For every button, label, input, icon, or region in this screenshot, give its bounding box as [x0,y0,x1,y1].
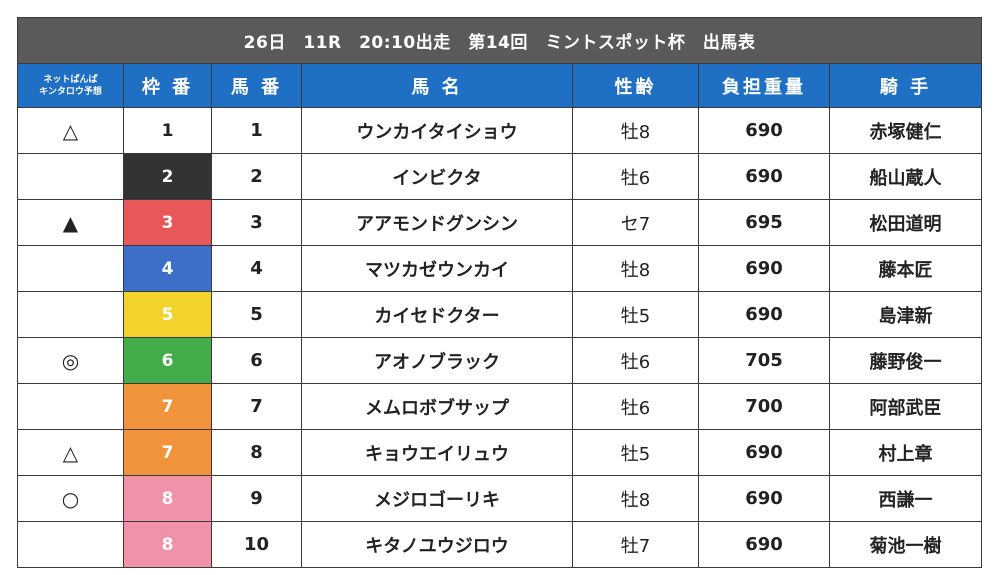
weight: 690 [698,429,830,476]
horse-name: ウンカイタイショウ [301,107,573,154]
table-row: △ 7 8 キョウエイリュウ 牡5 690 村上章 [17,429,983,476]
prediction-mark [17,291,124,338]
sex-age: 牡5 [572,429,699,476]
jockey-name: 藤野俊一 [828,337,983,384]
horse-number: 7 [211,383,302,430]
frame-number: 8 [123,521,212,568]
frame-number: 1 [123,107,212,154]
prediction-mark: ▲ [17,199,124,246]
frame-number: 2 [123,153,212,200]
frame-number: 8 [123,475,212,522]
horse-number: 5 [211,291,302,338]
weight: 690 [698,475,830,522]
header-sex-age: 性齢 [572,63,699,108]
prediction-mark [17,245,124,292]
jockey-name: 藤本匠 [828,245,983,292]
jockey-name: 菊池一樹 [828,521,983,568]
horse-name: キョウエイリュウ [301,429,573,476]
frame-number: 7 [123,429,212,476]
frame-number: 5 [123,291,212,338]
horse-number: 1 [211,107,302,154]
prediction-mark: ○ [17,475,124,522]
prediction-mark [17,521,124,568]
sex-age: 牡6 [572,153,699,200]
table-row: 8 10 キタノユウジロウ 牡7 690 菊池一樹 [17,521,983,568]
title-row: 26日 11R 20:10出走 第14回 ミントスポット杯 出馬表 [16,17,983,64]
jockey-name: 松田道明 [828,199,983,246]
header-frame: 枠 番 [123,63,212,108]
horse-name: マツカゼウンカイ [301,245,573,292]
sex-age: 牡6 [572,337,699,384]
sex-age: 牡8 [572,475,699,522]
weight: 695 [698,199,830,246]
table-row: 4 4 マツカゼウンカイ 牡8 690 藤本匠 [17,245,983,292]
sex-age: 牡7 [572,521,699,568]
horse-number: 3 [211,199,302,246]
horse-number: 6 [211,337,302,384]
header-jockey: 騎 手 [828,63,983,108]
header-number: 馬 番 [211,63,302,108]
horse-number: 10 [211,521,302,568]
table-row: △ 1 1 ウンカイタイショウ 牡8 690 赤塚健仁 [17,107,983,154]
sex-age: 牡6 [572,383,699,430]
prediction-mark: △ [17,107,124,154]
sex-age: 牡8 [572,245,699,292]
frame-number: 3 [123,199,212,246]
header-weight: 負担重量 [698,63,830,108]
entries-body: △ 1 1 ウンカイタイショウ 牡8 690 赤塚健仁 2 2 インビクタ 牡6 690 船山蔵人 ▲ 3 3… [17,107,983,568]
header-prediction: ネットぱんぱ キンタロウ予想 [17,63,124,108]
horse-name: カイセドクター [301,291,573,338]
weight: 690 [698,521,830,568]
header-row: ネットぱんぱ キンタロウ予想 枠 番 馬 番 馬 名 性齢 負担重量 騎 手 [17,63,983,108]
table-row: ○ 8 9 メジロゴーリキ 牡8 690 西謙一 [17,475,983,522]
prediction-mark [17,153,124,200]
header-horse-name: 馬 名 [301,63,573,108]
weight: 690 [698,107,830,154]
weight: 700 [698,383,830,430]
weight: 705 [698,337,830,384]
race-title: 26日 11R 20:10出走 第14回 ミントスポット杯 出馬表 [16,17,983,64]
horse-number: 2 [211,153,302,200]
jockey-name: 赤塚健仁 [828,107,983,154]
sex-age: セ7 [572,199,699,246]
jockey-name: 村上章 [828,429,983,476]
prediction-mark: ◎ [17,337,124,384]
horse-name: アアモンドグンシン [301,199,573,246]
jockey-name: 島津新 [828,291,983,338]
weight: 690 [698,291,830,338]
header-prediction-line1: ネットぱんぱ [43,74,98,85]
horse-name: メジロゴーリキ [301,475,573,522]
jockey-name: 船山蔵人 [828,153,983,200]
horse-name: キタノユウジロウ [301,521,573,568]
jockey-name: 西謙一 [828,475,983,522]
prediction-mark: △ [17,429,124,476]
horse-number: 8 [211,429,302,476]
horse-name: インビクタ [301,153,573,200]
header-prediction-line2: キンタロウ予想 [39,86,102,97]
weight: 690 [698,245,830,292]
sex-age: 牡8 [572,107,699,154]
race-entry-table: 26日 11R 20:10出走 第14回 ミントスポット杯 出馬表 ネットぱんぱ… [16,17,983,568]
frame-number: 4 [123,245,212,292]
weight: 690 [698,153,830,200]
table-row: ▲ 3 3 アアモンドグンシン セ7 695 松田道明 [17,199,983,246]
table-row: 2 2 インビクタ 牡6 690 船山蔵人 [17,153,983,200]
horse-name: アオノブラック [301,337,573,384]
table-row: 7 7 メムロボブサップ 牡6 700 阿部武臣 [17,383,983,430]
horse-number: 9 [211,475,302,522]
frame-number: 6 [123,337,212,384]
prediction-mark [17,383,124,430]
jockey-name: 阿部武臣 [828,383,983,430]
horse-number: 4 [211,245,302,292]
table-row: ◎ 6 6 アオノブラック 牡6 705 藤野俊一 [17,337,983,384]
horse-name: メムロボブサップ [301,383,573,430]
frame-number: 7 [123,383,212,430]
table-row: 5 5 カイセドクター 牡5 690 島津新 [17,291,983,338]
sex-age: 牡5 [572,291,699,338]
